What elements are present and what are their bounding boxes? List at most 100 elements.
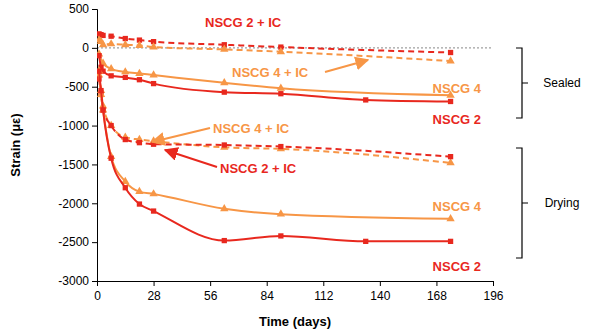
tick-mark	[436, 281, 437, 286]
marker	[151, 208, 156, 213]
series-label: NSCG 4 + IC	[232, 65, 309, 80]
tick-mark	[210, 281, 211, 286]
tick-label: 112	[314, 289, 333, 303]
tick: 56	[204, 281, 218, 303]
annotation: Sealed	[543, 76, 580, 90]
tick-label: 140	[370, 289, 390, 303]
marker	[108, 73, 113, 78]
tick-mark	[92, 242, 97, 243]
tick-label: 0	[94, 289, 101, 303]
series-label: NSCG 4	[433, 81, 482, 96]
marker	[222, 238, 227, 243]
marker	[220, 143, 228, 150]
tick-mark	[92, 48, 97, 49]
series-label: NSCG 2	[433, 112, 481, 127]
marker	[99, 40, 107, 47]
marker	[448, 239, 453, 244]
tick: 196	[483, 281, 503, 303]
tick-mark	[92, 203, 97, 204]
series-line	[99, 71, 451, 241]
tick-label: 500	[69, 2, 89, 16]
tick-mark	[154, 281, 155, 286]
tick-label: -1500	[58, 158, 89, 172]
chart: 0285684112140168196-3000-2500-2000-1500-…	[0, 0, 605, 336]
tick-label: 84	[261, 289, 275, 303]
tick-mark	[92, 126, 97, 127]
tick-label: 168	[427, 289, 447, 303]
marker	[108, 34, 113, 39]
marker	[135, 69, 143, 76]
series-line	[99, 71, 451, 219]
marker	[137, 140, 142, 145]
label-arrow	[152, 128, 210, 142]
marker	[135, 187, 143, 194]
marker	[277, 47, 285, 54]
marker	[97, 53, 102, 58]
marker	[100, 107, 105, 112]
tick-label: 0	[82, 41, 89, 55]
marker	[222, 142, 227, 147]
tick: 84	[261, 281, 275, 303]
tick-label: -3000	[58, 274, 89, 288]
marker	[220, 78, 228, 85]
marker	[121, 67, 129, 74]
marker	[278, 91, 283, 96]
axis-line	[98, 282, 494, 287]
marker	[278, 144, 283, 149]
tick: 112	[314, 281, 333, 303]
marker	[123, 137, 128, 142]
marker	[363, 97, 368, 102]
series-line	[99, 34, 451, 53]
series-line	[99, 75, 451, 163]
marker	[123, 75, 128, 80]
marker	[135, 41, 143, 48]
marker	[220, 45, 228, 52]
series-label: NSCG 4	[433, 199, 482, 214]
marker	[149, 70, 157, 77]
marker	[277, 83, 285, 90]
marker	[448, 50, 453, 55]
marker	[137, 77, 142, 82]
marker	[446, 56, 454, 63]
x-axis: 0 28 56 84 112 140 168 196	[94, 281, 504, 303]
marker	[448, 99, 453, 104]
tick-label: -500	[65, 80, 89, 94]
marker	[97, 69, 102, 74]
tick-label: -2500	[58, 235, 89, 249]
marker	[137, 201, 142, 206]
tick: -3000	[58, 274, 97, 288]
plot: 0285684112140168196-3000-2500-2000-1500-…	[58, 2, 504, 302]
marker	[278, 233, 283, 238]
tick-mark	[92, 164, 97, 165]
tick-label: 28	[147, 289, 161, 303]
tick-label: 196	[483, 289, 503, 303]
marker	[123, 185, 128, 190]
bracket	[516, 48, 528, 118]
annotation: Drying	[545, 196, 580, 210]
axis-line	[92, 10, 98, 282]
tick-label: -2000	[58, 197, 89, 211]
series-label: NSCG 2	[433, 259, 481, 274]
tick: 0	[94, 281, 101, 303]
marker	[220, 204, 228, 211]
tick-mark	[493, 281, 494, 286]
marker	[107, 39, 115, 46]
tick: 500	[69, 2, 97, 16]
series-label: NSCG 2 + IC	[205, 15, 282, 30]
marker	[107, 64, 115, 71]
series-line	[99, 79, 451, 157]
tick: -1000	[58, 119, 97, 133]
tick-mark	[92, 281, 97, 282]
label-arrow	[325, 60, 368, 72]
tick: -500	[65, 80, 97, 94]
marker	[448, 154, 453, 159]
series-line	[99, 54, 451, 95]
tick-label: -1000	[58, 119, 89, 133]
marker	[121, 40, 129, 47]
marker	[108, 156, 113, 161]
bracket	[516, 148, 528, 258]
tick: 140	[370, 281, 390, 303]
tick: -2500	[58, 235, 97, 249]
y-axis: -3000 -2500 -2000 -1500 -1000 -500 0 500	[58, 2, 97, 288]
series-label: NSCG 2 + IC	[220, 161, 297, 176]
